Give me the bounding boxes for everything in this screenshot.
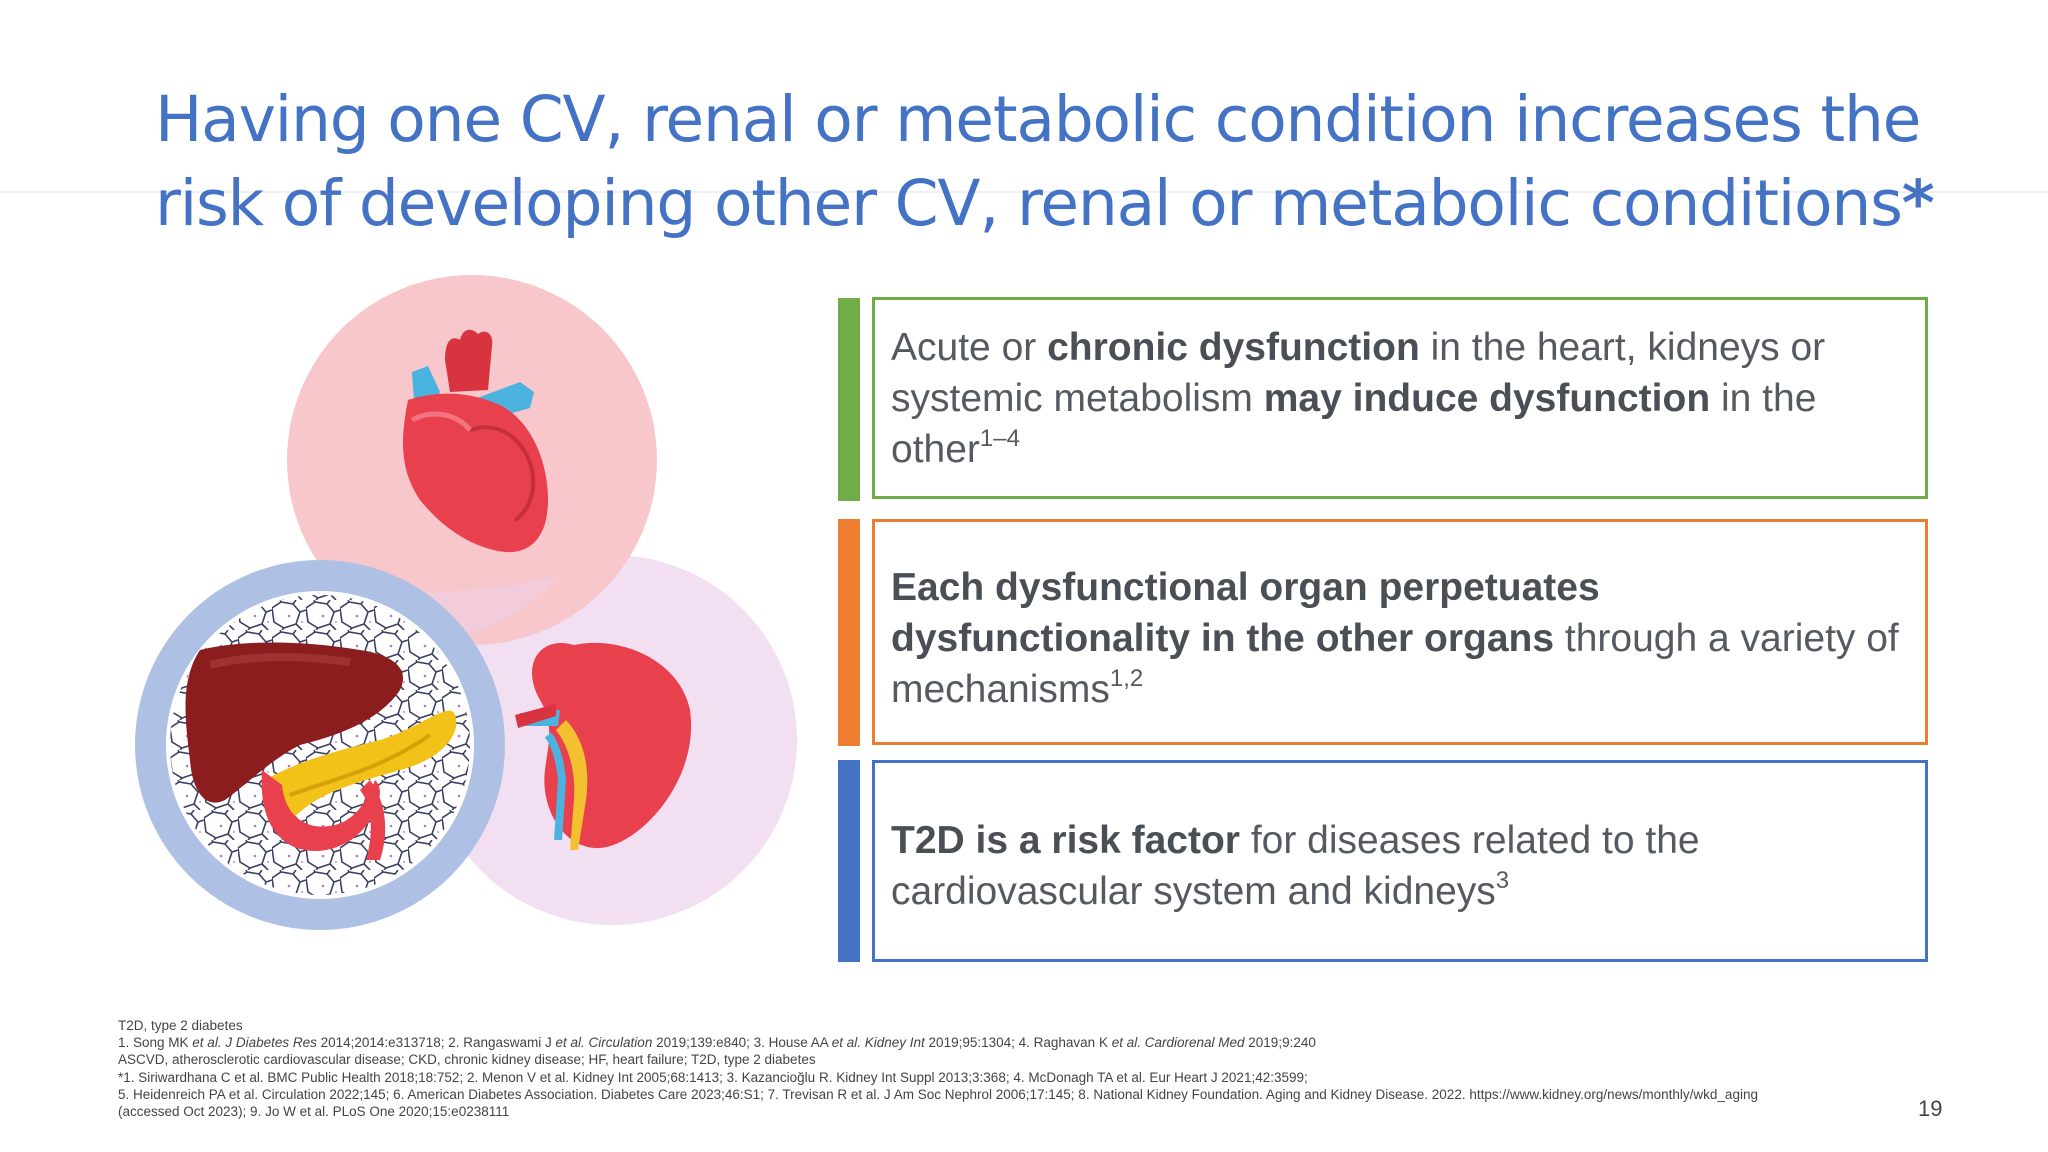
box-chronic-dysfunction: Acute or chronic dysfunction in the hear… [872,297,1928,499]
ref1-part-h: et al. Cardiorenal Med [1111,1035,1245,1051]
header-divider [0,191,2048,193]
liver-icon [185,642,404,803]
box3-accent-bar [838,760,860,962]
reference-line-3: 5. Heidenreich PA et al. Circulation 202… [118,1086,1758,1102]
box1-bold-1: chronic dysfunction [1047,326,1420,369]
box3-text-1: for diseases related to the cardiovascul… [891,819,1700,913]
box-t2d-risk-factor: T2D is a risk factor for diseases relate… [872,760,1928,962]
page-number: 19 [1918,1096,1943,1121]
box1-text-3: in the other [891,377,1817,471]
ref1-part-a: 1. Song MK [118,1035,193,1051]
ref1-part-i: 2019;9:240 [1244,1035,1316,1051]
slide-title: Having one CV, renal or metabolic condit… [155,78,1985,246]
reference-line-1: 1. Song MK et al. J Diabetes Res 2014;20… [118,1034,1918,1051]
references: T2D, type 2 diabetes 1. Song MK et al. J… [118,1017,1918,1120]
box1-citation: 1–4 [979,425,1020,452]
box1-text-1: Acute or [891,326,1048,369]
box2-accent-bar [838,519,860,746]
box1-accent-bar [838,298,860,501]
ref1-part-d: et al. Circulation [555,1035,653,1051]
abbreviation-line-2: ASCVD, atherosclerotic cardiovascular di… [118,1052,816,1068]
title-asterisk: * [1901,167,1935,240]
title-line-2-text: risk of developing other CV, renal or me… [155,167,1903,240]
abbreviation-line-1: T2D, type 2 diabetes [118,1018,243,1033]
box2-citation: 1,2 [1109,665,1144,692]
box2-bold-1: Each dysfunctional organ perpetuates dys… [891,566,1600,660]
ref1-part-e: 2019;139:e840; 3. House AA [652,1035,832,1051]
ref1-part-b: et al. J Diabetes Res [192,1035,317,1051]
reference-line-4: (accessed Oct 2023); 9. Jo W et al. PLoS… [118,1104,510,1120]
title-line-2: risk of developing other CV, renal or me… [155,162,1985,246]
box3-bold-1: T2D is a risk factor [891,819,1240,862]
ref1-part-f: et al. Kidney Int [831,1035,925,1051]
title-line-1: Having one CV, renal or metabolic condit… [155,83,1921,156]
box2-text-1: through a variety of mechanisms [891,617,1899,711]
ref1-part-g: 2019;95:1304; 4. Raghavan K [924,1035,1112,1051]
pancreas-icon [261,710,457,860]
kidney-icon [515,642,692,850]
box1-bold-2: may induce dysfunction [1263,377,1711,420]
organ-illustration [135,275,797,930]
box3-citation: 3 [1495,867,1510,894]
box-perpetuates-dysfunction: Each dysfunctional organ perpetuates dys… [872,519,1928,745]
reference-line-2: *1. Siriwardhana C et al. BMC Public Hea… [118,1069,1308,1085]
box1-text-2: in the heart, kidneys or systemic metabo… [891,326,1826,420]
ref1-part-c: 2014;2014:e313718; 2. Rangaswami J [316,1035,556,1051]
heart-icon [403,329,548,553]
